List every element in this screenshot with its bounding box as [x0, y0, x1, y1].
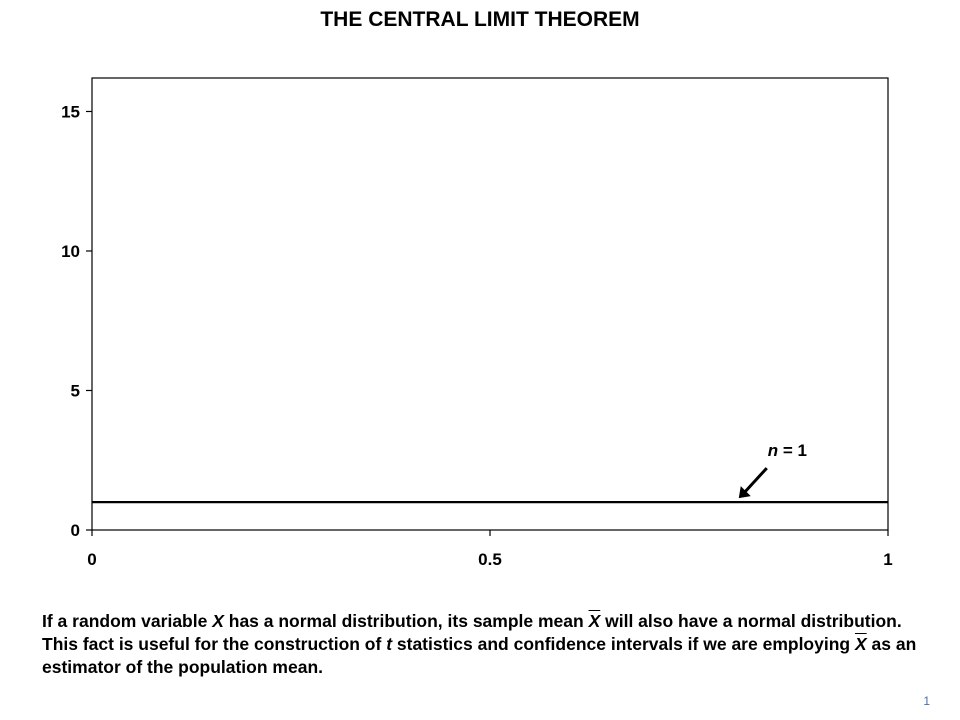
caption-var-t: t: [386, 634, 393, 654]
y-tick-label: 15: [61, 102, 80, 121]
annotation-arrowhead: [738, 486, 751, 499]
y-tick-label: 10: [61, 242, 80, 261]
caption-var-x: X: [212, 611, 224, 631]
x-tick-label: 0.5: [478, 550, 502, 569]
caption-part: statistics and confidence intervals if w…: [392, 634, 855, 654]
annotation-label: n = 1: [768, 441, 807, 460]
caption-xbar: X: [588, 611, 601, 631]
caption-part: will also have a normal distribution. Th…: [42, 611, 902, 654]
y-axis: 0 5 10 15: [61, 102, 92, 540]
y-tick-label: 0: [71, 521, 80, 540]
caption-part: as an estimator of the population mean.: [42, 634, 917, 677]
x-axis: 0 0.5 1: [87, 530, 893, 569]
plot-frame: [91, 77, 889, 531]
y-tick-label: 5: [71, 381, 80, 400]
caption-part: If a random variable: [42, 611, 213, 631]
caption-text: If a random variable X has a normal dist…: [42, 610, 932, 679]
x-tick-label: 1: [883, 550, 892, 569]
annotation: n = 1: [738, 441, 807, 499]
page-number: 1: [923, 694, 930, 708]
annotation-arrow: [743, 467, 768, 494]
caption-part: has a normal distribution, its sample me…: [223, 611, 589, 631]
slide-title: THE CENTRAL LIMIT THEOREM: [320, 8, 640, 31]
x-tick-label: 0: [87, 550, 96, 569]
caption-xbar: X: [854, 634, 867, 654]
